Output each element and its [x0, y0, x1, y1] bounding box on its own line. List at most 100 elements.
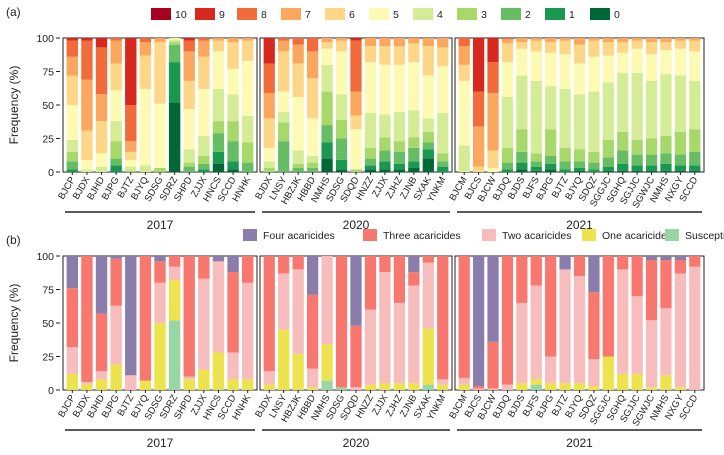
bar-segment	[292, 38, 304, 45]
bar-segment	[110, 256, 122, 259]
bar-segment	[660, 74, 672, 136]
bar-segment	[660, 375, 672, 390]
bar-segment	[321, 142, 333, 159]
bar-segment	[422, 142, 434, 150]
bar-segment	[501, 162, 514, 170]
bar-bjfs	[530, 38, 542, 172]
bar-segment	[198, 56, 210, 89]
bar-segment	[617, 38, 629, 43]
bar-segment	[588, 40, 600, 57]
bar-segment	[350, 169, 362, 172]
bar-segment	[350, 40, 362, 92]
bar-segment	[393, 151, 406, 164]
bar-bjyq	[573, 38, 586, 172]
bar-segment	[674, 40, 687, 49]
bar-hbzjk	[292, 256, 304, 390]
bar-segment	[125, 375, 137, 390]
year-label: 2017	[147, 436, 174, 450]
bar-segment	[321, 256, 333, 345]
bar-shpd	[183, 256, 195, 390]
bar-segment	[588, 292, 600, 360]
bar-segment	[379, 114, 391, 138]
bar-segment	[501, 96, 514, 148]
bar-sdsg	[154, 256, 166, 390]
bar-segment	[437, 113, 449, 154]
bar-segment	[125, 170, 137, 172]
bar-segment	[516, 162, 528, 170]
bar-segment	[183, 256, 195, 377]
bar-segment	[306, 38, 319, 52]
bar-segment	[212, 51, 225, 89]
bar-segment	[306, 155, 319, 163]
bar-segment	[689, 80, 701, 130]
bar-segment	[516, 129, 528, 152]
bar-segment	[516, 302, 528, 384]
bar-segment	[168, 320, 181, 390]
bar-segment	[321, 38, 333, 43]
bar-segment	[81, 38, 93, 41]
y-tick-label: 25	[42, 134, 54, 146]
bar-segment	[241, 142, 254, 163]
bar-segment	[263, 384, 275, 390]
bar-segment	[198, 40, 210, 57]
bar-segment	[422, 75, 434, 119]
bar-bjfs	[530, 256, 542, 390]
bar-segment	[125, 151, 137, 160]
bar-segment	[227, 169, 239, 172]
bar-segment	[631, 373, 643, 390]
bar-segment	[263, 371, 275, 385]
bar-segment	[617, 72, 629, 132]
bar-segment	[674, 273, 687, 388]
bar-sccd	[689, 38, 701, 172]
bar-segment	[689, 256, 701, 267]
group-2017: BJCPBJDXBJHDBJPGBJTZBJYQSDSGSDRZSHPDZJJX…	[56, 255, 258, 450]
bar-segment	[689, 129, 701, 152]
bar-segment	[674, 38, 687, 41]
bar-segment	[227, 379, 239, 390]
bar-segment	[379, 38, 391, 47]
bar-segment	[154, 38, 166, 43]
legend-label: 10	[175, 9, 187, 21]
bar-segment	[393, 256, 406, 303]
bar-bjpg	[110, 38, 122, 172]
bar-hncs	[212, 256, 225, 390]
bar-segment	[422, 256, 434, 263]
legend-label: 2	[525, 9, 531, 21]
bar-bjdq	[501, 38, 514, 172]
y-axis-label: Frequency (%)	[7, 66, 21, 145]
bar-segment	[588, 385, 600, 390]
bar-segment	[573, 161, 586, 168]
bar-segment	[530, 379, 542, 385]
bar-segment	[66, 56, 79, 76]
bar-segment	[408, 161, 420, 168]
bar-sgjjc	[631, 38, 643, 172]
bar-segment	[95, 371, 108, 380]
bar-segment	[458, 38, 470, 47]
bar-segment	[212, 121, 225, 134]
bar-segment	[168, 38, 181, 40]
bar-segment	[530, 153, 542, 162]
bar-segment	[437, 161, 449, 167]
bar-segment	[292, 150, 304, 164]
bar-segment	[139, 88, 152, 166]
bar-segment	[379, 383, 391, 390]
y-tick-label: 75	[42, 285, 54, 297]
bar-segment	[321, 91, 333, 126]
bar-segment	[602, 38, 614, 43]
bar-bjdx	[263, 38, 275, 172]
bar-bjhd	[95, 38, 108, 172]
bar-segment	[183, 51, 195, 81]
bar-segment	[198, 369, 210, 390]
legend-label: Four acaricides	[263, 230, 335, 242]
bar-segment	[501, 38, 514, 40]
bar-zjnb	[408, 38, 420, 172]
bar-segment	[545, 38, 557, 43]
bar-segment	[350, 129, 362, 170]
bar-segment	[364, 147, 377, 159]
bar-segment	[472, 256, 485, 386]
bar-segment	[501, 43, 514, 63]
bar-segment	[660, 50, 672, 75]
bar-zjjx	[379, 256, 391, 390]
bar-segment	[95, 313, 108, 372]
bar-segment	[168, 42, 181, 45]
